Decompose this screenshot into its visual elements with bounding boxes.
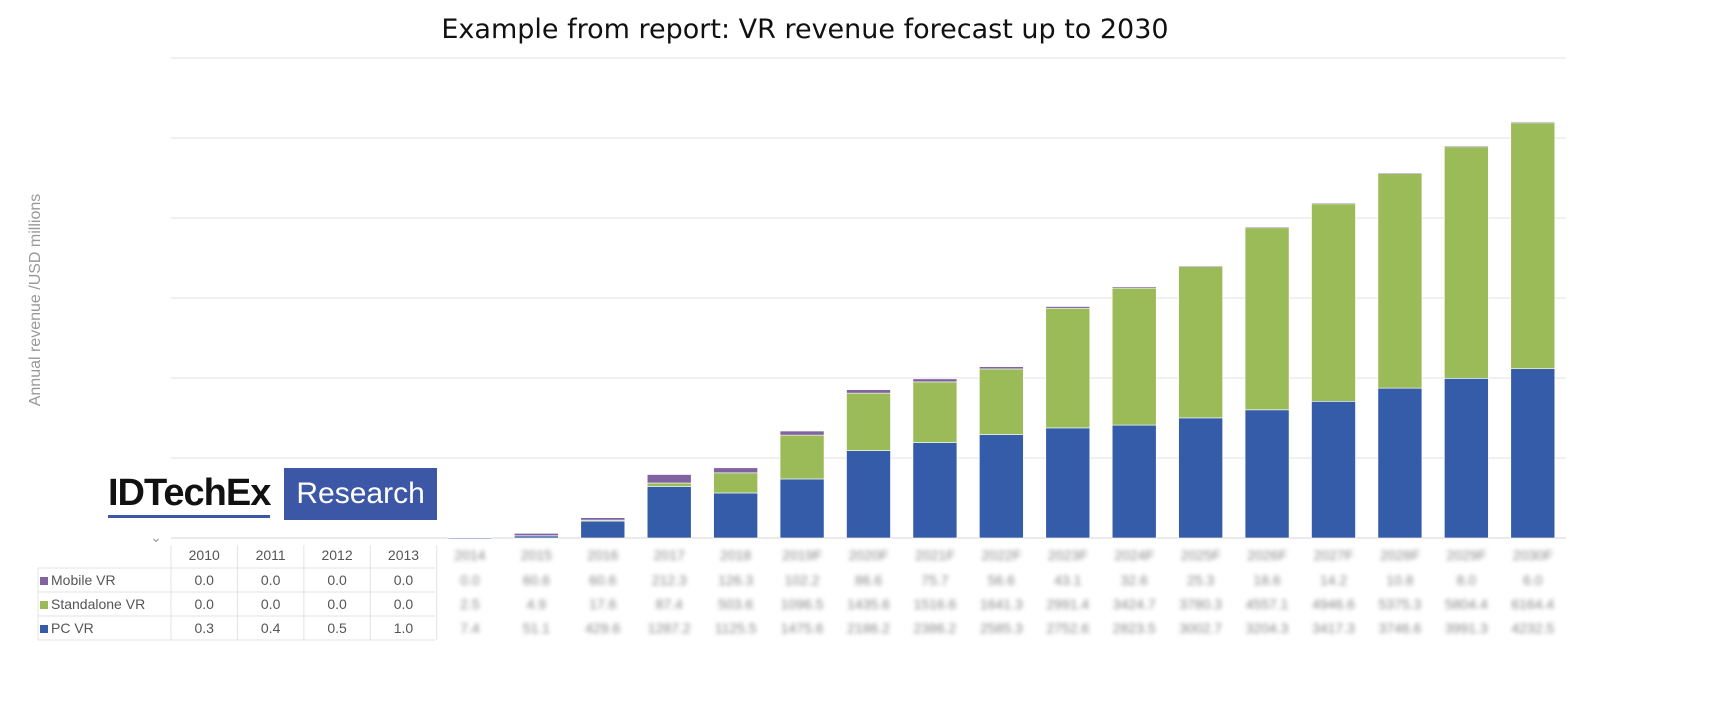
bar-pc-vr-2030F <box>1510 368 1556 539</box>
bar-standalone-vr-2030F <box>1510 121 1556 370</box>
bar-standalone-vr-2018 <box>713 472 758 494</box>
bar-pc-vr-2023F <box>1045 427 1091 539</box>
bar-mobile-vr-2019F <box>779 430 825 436</box>
bar-pc-vr-2020F <box>846 450 891 539</box>
bar-mobile-vr-2021F <box>912 378 958 383</box>
bar-pc-vr-2026F <box>1244 409 1290 539</box>
bar-pc-vr-2029F <box>1444 378 1489 539</box>
bar-pc-vr-2024F <box>1111 424 1157 539</box>
chart-title: Example from report: VR revenue forecast… <box>441 14 1169 45</box>
bar-standalone-vr-2026F <box>1244 227 1290 411</box>
bar-standalone-vr-2029F <box>1444 145 1489 379</box>
bar-pc-vr-2022F <box>979 434 1024 539</box>
bar-mobile-vr-2022F <box>979 366 1024 370</box>
bar-mobile-vr-2018 <box>713 467 758 474</box>
idtechex-logo: IDTechEx Research <box>108 468 437 520</box>
bar-mobile-vr-2020F <box>846 389 891 394</box>
bar-standalone-vr-2022F <box>979 368 1024 435</box>
bar-pc-vr-2016 <box>580 520 626 539</box>
bar-mobile-vr-2030F <box>1510 121 1556 124</box>
bar-pc-vr-2015 <box>514 535 559 539</box>
bar-standalone-vr-2023F <box>1045 307 1091 429</box>
bar-mobile-vr-2028F <box>1377 172 1423 174</box>
bar-mobile-vr-2025F <box>1178 265 1223 267</box>
bar-standalone-vr-2017 <box>646 482 692 487</box>
bar-mobile-vr-2023F <box>1045 306 1091 309</box>
bar-standalone-vr-2027F <box>1311 203 1356 402</box>
bar-pc-vr-2027F <box>1311 401 1356 539</box>
bar-pc-vr-2028F <box>1377 387 1423 539</box>
bar-standalone-vr-2020F <box>846 392 891 451</box>
bar-mobile-vr-2027F <box>1311 202 1356 205</box>
bar-pc-vr-2018 <box>713 492 758 539</box>
bar-mobile-vr-2017 <box>646 474 692 484</box>
bar-pc-vr-2014 <box>447 537 493 540</box>
bar-mobile-vr-2016 <box>580 517 626 521</box>
bar-standalone-vr-2021F <box>912 381 958 443</box>
bar-standalone-vr-2028F <box>1377 172 1423 389</box>
bar-pc-vr-2025F <box>1178 417 1223 539</box>
bar-standalone-vr-2019F <box>779 434 825 480</box>
logo-tag: Research <box>284 468 437 520</box>
bar-mobile-vr-2015 <box>514 533 559 537</box>
bar-pc-vr-2019F <box>779 478 825 539</box>
bar-standalone-vr-2024F <box>1111 287 1157 426</box>
bar-standalone-vr-2025F <box>1178 266 1223 419</box>
bar-pc-vr-2021F <box>912 442 958 539</box>
bar-mobile-vr-2024F <box>1111 286 1157 289</box>
logo-name: IDTechEx <box>108 471 271 518</box>
bar-mobile-vr-2029F <box>1444 145 1489 148</box>
bar-pc-vr-2017 <box>646 486 692 539</box>
bar-mobile-vr-2026F <box>1244 226 1290 229</box>
